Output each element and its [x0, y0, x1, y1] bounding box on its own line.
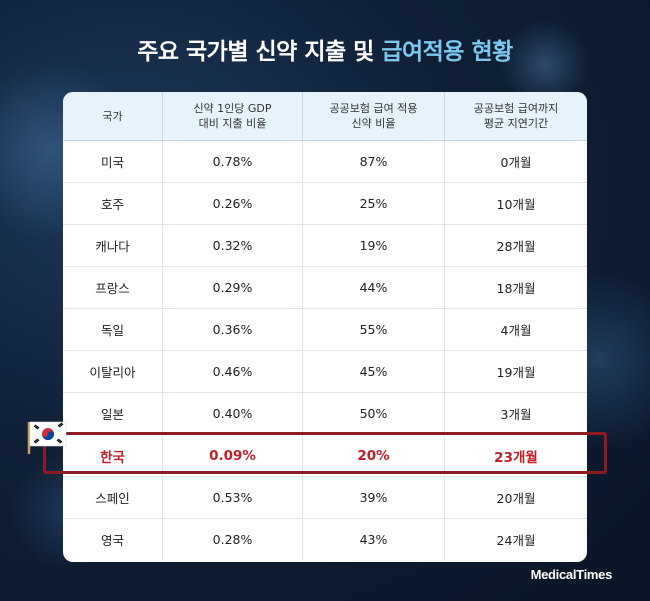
- delay-cell: 19개월: [496, 365, 536, 380]
- delay-cell: 23개월: [494, 449, 538, 466]
- gdp-ratio-cell: 0.78%: [163, 141, 303, 182]
- delay-cell: 3개월: [500, 407, 532, 422]
- comparison-table: 국가 신약 1인당 GDP 대비 지출 비율 공공보험 급여 적용 신약 비율 …: [63, 92, 587, 562]
- gdp-ratio-cell: 0.36%: [163, 309, 303, 350]
- header-delay: 공공보험 급여까지 평균 지연기간: [473, 102, 559, 130]
- delay-cell: 18개월: [496, 281, 536, 296]
- header-gdp-ratio: 신약 1인당 GDP 대비 지출 비율: [163, 92, 303, 140]
- delay-cell: 10개월: [496, 197, 536, 212]
- coverage-ratio-cell: 55%: [303, 309, 445, 350]
- table-header-row: 국가 신약 1인당 GDP 대비 지출 비율 공공보험 급여 적용 신약 비율 …: [63, 92, 587, 141]
- country-cell: 이탈리아: [63, 351, 163, 392]
- delay-cell: 4개월: [500, 323, 532, 338]
- country-cell: 일본: [63, 393, 163, 434]
- table-row: 미국 0.78% 87% 0개월: [63, 141, 587, 183]
- korea-highlight-frame: [43, 432, 607, 474]
- delay-cell: 0개월: [500, 155, 532, 170]
- gdp-ratio-cell: 0.09%: [163, 435, 303, 476]
- table-row: 영국 0.28% 43% 24개월: [63, 519, 587, 560]
- country-cell: 프랑스: [63, 267, 163, 308]
- table-row: 이탈리아 0.46% 45% 19개월: [63, 351, 587, 393]
- title-main: 주요 국가별 신약 지출 및: [137, 39, 382, 65]
- country-cell: 독일: [63, 309, 163, 350]
- table-row: 호주 0.26% 25% 10개월: [63, 183, 587, 225]
- table-row: 스페인 0.53% 39% 20개월: [63, 477, 587, 519]
- coverage-ratio-cell: 87%: [303, 141, 445, 182]
- title-highlight: 급여적용 현황: [381, 39, 513, 65]
- gdp-ratio-cell: 0.46%: [163, 351, 303, 392]
- country-cell: 호주: [63, 183, 163, 224]
- country-cell: 캐나다: [63, 225, 163, 266]
- brand-logo: MedicalTimes: [530, 567, 613, 582]
- coverage-ratio-cell: 39%: [303, 477, 445, 518]
- table-row: 독일 0.36% 55% 4개월: [63, 309, 587, 351]
- header-coverage-ratio: 공공보험 급여 적용 신약 비율: [303, 92, 445, 140]
- delay-cell: 24개월: [496, 533, 536, 548]
- country-cell: 한국: [63, 435, 163, 476]
- gdp-ratio-cell: 0.53%: [163, 477, 303, 518]
- table-row: 일본 0.40% 50% 3개월: [63, 393, 587, 435]
- coverage-ratio-cell: 25%: [303, 183, 445, 224]
- table-row-highlighted: 한국 0.09% 20% 23개월: [63, 435, 587, 477]
- gdp-ratio-cell: 0.32%: [163, 225, 303, 266]
- table-row: 캐나다 0.32% 19% 28개월: [63, 225, 587, 267]
- delay-cell: 28개월: [496, 239, 536, 254]
- gdp-ratio-cell: 0.40%: [163, 393, 303, 434]
- table-row: 프랑스 0.29% 44% 18개월: [63, 267, 587, 309]
- coverage-ratio-cell: 43%: [303, 519, 445, 560]
- page-title: 주요 국가별 신약 지출 및 급여적용 현황: [0, 32, 650, 66]
- country-cell: 영국: [63, 519, 163, 560]
- coverage-ratio-cell: 50%: [303, 393, 445, 434]
- gdp-ratio-cell: 0.29%: [163, 267, 303, 308]
- gdp-ratio-cell: 0.28%: [163, 519, 303, 560]
- delay-cell: 20개월: [496, 491, 536, 506]
- coverage-ratio-cell: 19%: [303, 225, 445, 266]
- country-cell: 스페인: [63, 477, 163, 518]
- coverage-ratio-cell: 45%: [303, 351, 445, 392]
- coverage-ratio-cell: 20%: [303, 435, 445, 476]
- country-cell: 미국: [63, 141, 163, 182]
- south-korea-flag-icon: [27, 421, 67, 454]
- header-country: 국가: [63, 92, 163, 140]
- coverage-ratio-cell: 44%: [303, 267, 445, 308]
- gdp-ratio-cell: 0.26%: [163, 183, 303, 224]
